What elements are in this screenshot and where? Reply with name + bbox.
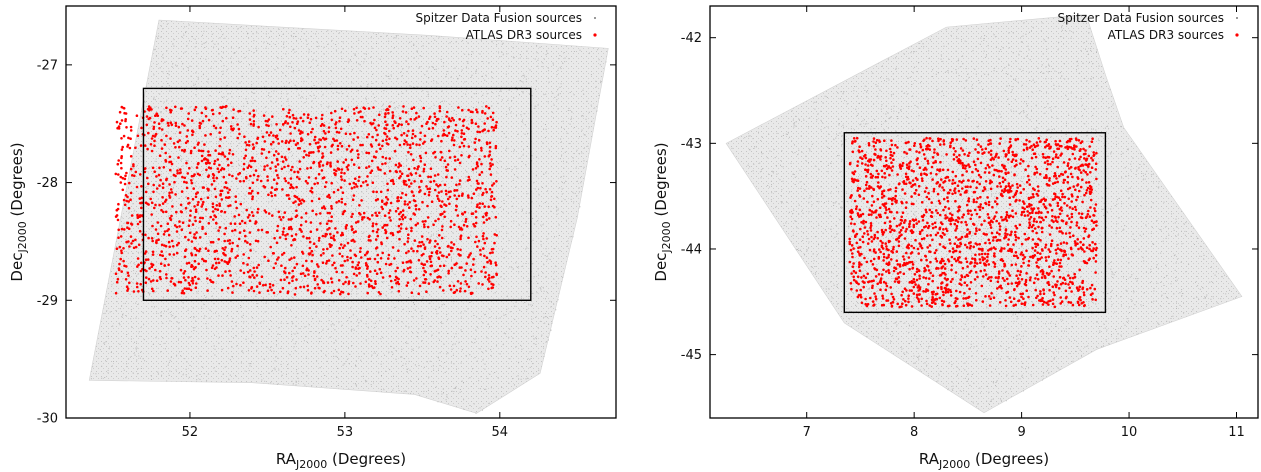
x-tick-label: 8 [910, 425, 918, 440]
x-tick-label: 10 [1121, 425, 1138, 440]
x-tick-label: 7 [803, 425, 811, 440]
y-tick-label: -43 [681, 137, 702, 152]
x-axis-label: RAJ2000 (Degrees) [276, 450, 406, 471]
y-tick-label: -29 [37, 294, 58, 309]
legend-label-spitzer: Spitzer Data Fusion sources [1058, 11, 1224, 25]
legend-marker-spitzer [594, 17, 596, 19]
legend-marker-atlas [593, 33, 597, 37]
atlas-source-markers [848, 136, 1098, 309]
x-tick-label: 53 [337, 425, 354, 440]
atlas-source-points [848, 136, 1098, 309]
chart-panel-1: 52 53 54 -27 -28 -29 -30 RAJ2000 (Degrees) DecJ2… [8, 5, 617, 471]
y-tick-label: -44 [681, 242, 702, 257]
x-tick-label: 54 [492, 425, 509, 440]
y-tick-label: -42 [681, 31, 702, 46]
y-tick-label: -45 [681, 348, 702, 363]
y-axis-label: DecJ2000 (Degrees) [8, 142, 29, 281]
y-tick-label: -27 [37, 58, 58, 73]
selection-box [843, 132, 1107, 314]
plot-frame [65, 5, 617, 419]
spitzer-coverage-region [725, 14, 1243, 414]
legend-label-spitzer: Spitzer Data Fusion sources [416, 11, 582, 25]
x-tick-label: 11 [1228, 425, 1245, 440]
spitzer-source-points [731, 17, 1237, 405]
y-tick-label: -30 [37, 412, 58, 427]
y-axis-label: DecJ2000 (Degrees) [652, 142, 673, 281]
chart-panel-2: 7 8 9 10 11 -42 -43 -44 -45 RAJ2000 (Degrees) DecJ… [652, 5, 1259, 471]
x-axis-label: RAJ2000 (Degrees) [919, 450, 1049, 471]
y-tick-label: -28 [37, 176, 58, 191]
x-tick-label: 52 [182, 425, 199, 440]
legend-marker-atlas [1235, 33, 1239, 37]
legend-label-atlas: ATLAS DR3 sources [466, 28, 582, 42]
x-tick-label: 9 [1017, 425, 1025, 440]
selection-box [142, 87, 532, 301]
legend-marker-spitzer [1236, 17, 1238, 19]
legend-label-atlas: ATLAS DR3 sources [1108, 28, 1224, 42]
spitzer-coverage-region [88, 19, 609, 414]
plot-frame [709, 5, 1259, 419]
